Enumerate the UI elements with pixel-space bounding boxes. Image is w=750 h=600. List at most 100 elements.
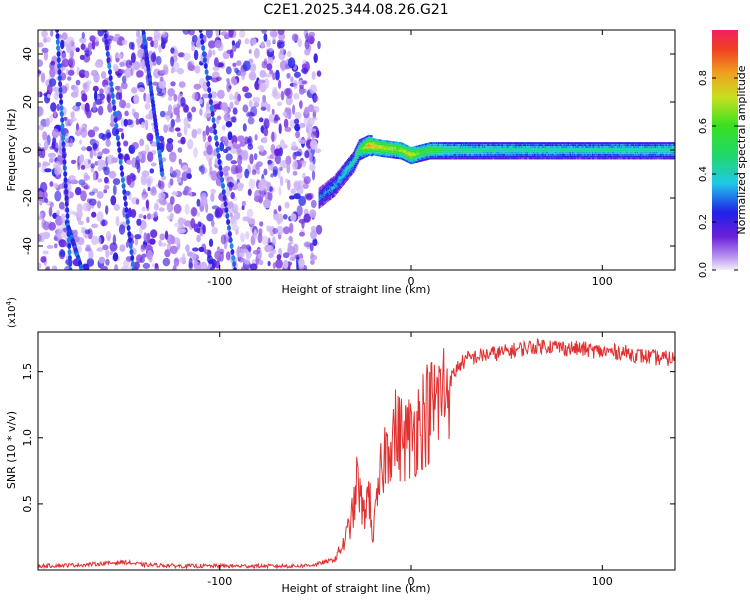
signal-cell	[396, 153, 399, 156]
noise-blob	[57, 229, 65, 239]
signal-cell	[653, 151, 655, 154]
noise-blob	[262, 94, 266, 103]
signal-cell	[633, 149, 635, 152]
noise-blob	[309, 209, 317, 218]
signal-cell	[510, 142, 513, 144]
signal-cell	[612, 157, 614, 160]
signal-cell	[577, 151, 580, 154]
noise-blob	[303, 176, 311, 185]
signal-cell	[614, 142, 616, 144]
signal-cell	[358, 149, 361, 151]
signal-cell	[604, 144, 607, 146]
signal-cell	[446, 144, 449, 146]
noise-streak-dot	[122, 189, 127, 195]
signal-cell	[374, 142, 376, 145]
signal-cell	[501, 144, 503, 146]
signal-cell	[514, 148, 517, 150]
signal-cell	[618, 146, 621, 148]
signal-cell	[495, 144, 497, 146]
signal-cell	[378, 143, 381, 145]
signal-cell	[513, 149, 516, 152]
signal-cell	[526, 155, 528, 158]
signal-cell	[621, 142, 624, 144]
signal-cell	[476, 153, 478, 156]
noise-blob	[50, 102, 57, 112]
signal-cell	[602, 144, 605, 146]
signal-cell	[472, 148, 475, 150]
signal-cell	[405, 160, 408, 162]
signal-cell	[325, 199, 327, 202]
signal-cell	[350, 174, 352, 177]
signal-cell	[536, 157, 539, 160]
noise-blob	[134, 234, 142, 240]
signal-cell	[318, 204, 321, 207]
signal-cell	[552, 155, 555, 158]
signal-cell	[478, 148, 480, 150]
signal-cell	[596, 151, 599, 154]
signal-cell	[340, 167, 343, 169]
signal-cell	[547, 155, 549, 158]
signal-cell	[457, 151, 459, 154]
signal-cell	[573, 153, 576, 156]
noise-blob	[278, 248, 282, 255]
signal-cell	[638, 155, 640, 158]
noise-blob	[170, 235, 176, 245]
noise-blob	[40, 148, 46, 159]
noise-blob	[87, 129, 96, 138]
signal-cell	[437, 142, 439, 144]
signal-cell	[650, 149, 652, 152]
signal-cell	[417, 153, 419, 155]
signal-cell	[595, 155, 598, 158]
signal-cell	[609, 153, 611, 156]
signal-cell	[525, 144, 527, 146]
signal-cell	[623, 155, 626, 158]
signal-cell	[424, 158, 427, 161]
noise-blob	[61, 32, 68, 40]
signal-cell	[591, 148, 593, 150]
signal-cell	[579, 142, 582, 144]
signal-cell	[598, 155, 601, 158]
signal-cell	[548, 149, 550, 152]
signal-cell	[349, 160, 351, 162]
signal-cell	[627, 153, 629, 156]
signal-cell	[413, 161, 415, 164]
noise-blob	[228, 30, 234, 38]
signal-cell	[509, 142, 512, 144]
signal-cell	[462, 155, 465, 158]
signal-cell	[372, 151, 374, 154]
noise-blob	[44, 168, 52, 173]
noise-blob	[263, 33, 268, 42]
signal-cell	[528, 144, 530, 146]
signal-cell	[377, 141, 380, 143]
signal-cell	[421, 151, 424, 154]
signal-cell	[569, 148, 571, 150]
noise-streak-dot	[63, 177, 68, 183]
signal-cell	[658, 142, 660, 144]
signal-cell	[589, 146, 591, 148]
signal-cell	[627, 151, 629, 154]
noise-streak-dot	[229, 243, 234, 249]
noise-streak-dot	[60, 129, 65, 135]
signal-cell	[560, 157, 563, 160]
signal-cell	[336, 191, 339, 193]
noise-streak-dot	[58, 87, 63, 93]
signal-cell	[613, 157, 615, 160]
signal-cell	[474, 144, 476, 146]
signal-cell	[586, 146, 588, 148]
signal-cell	[452, 153, 454, 156]
signal-cell	[538, 148, 541, 150]
signal-cell	[399, 155, 402, 158]
signal-cell	[364, 136, 366, 139]
signal-cell	[590, 142, 592, 144]
signal-cell	[660, 149, 662, 152]
signal-cell	[496, 157, 498, 160]
signal-cell	[631, 149, 633, 152]
signal-cell	[650, 146, 652, 148]
signal-cell	[415, 153, 417, 156]
signal-cell	[587, 149, 589, 152]
signal-cell	[572, 157, 575, 160]
signal-cell	[613, 142, 615, 144]
signal-cell	[325, 191, 327, 194]
signal-cell	[645, 149, 648, 152]
signal-cell	[438, 151, 440, 154]
